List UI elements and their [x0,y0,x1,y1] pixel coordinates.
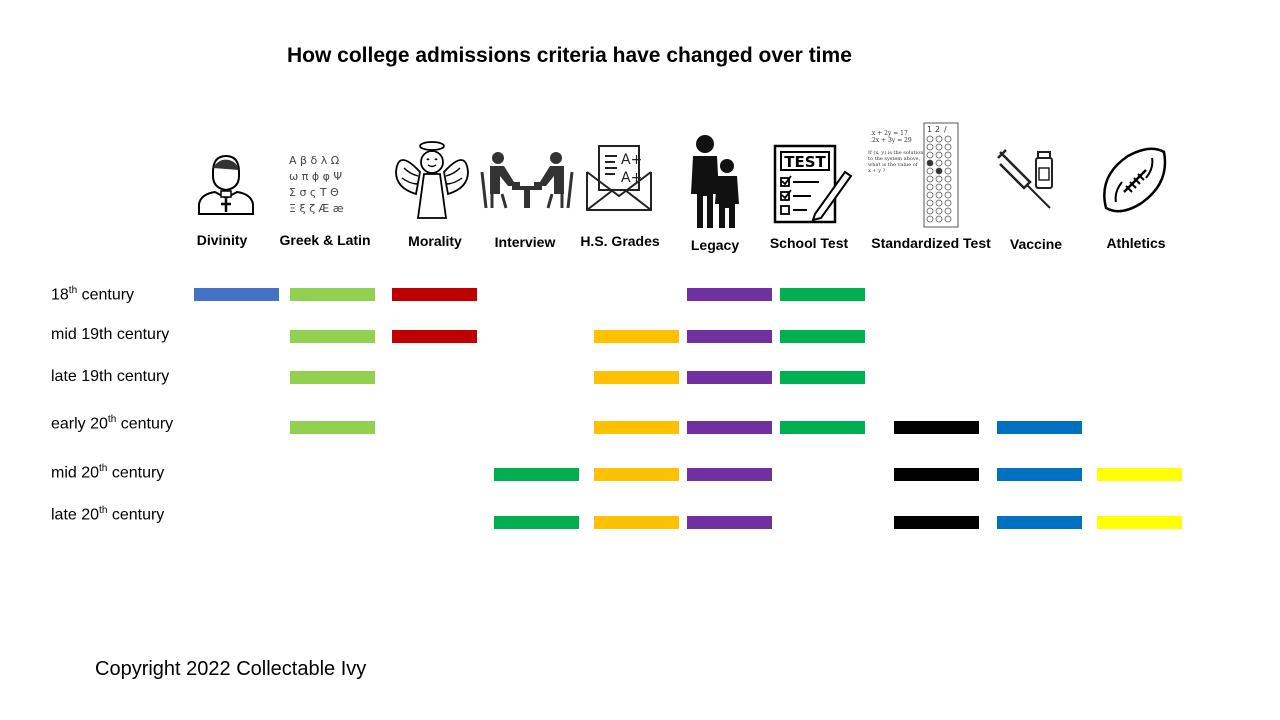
test-paper-icon: TEST [773,144,853,224]
bar-legacy-row-2 [687,330,772,343]
svg-text:x + y ?: x + y ? [868,168,886,174]
svg-text:ω π ϕ φ Ψ: ω π ϕ φ Ψ [289,170,342,183]
svg-text:TEST: TEST [784,153,826,171]
bar-morality-row-1 [392,288,477,301]
col-label-morality: Morality [408,233,462,249]
bar-h-s-grades-row-5 [594,468,679,481]
priest-icon [198,154,254,215]
svg-text:what is the value of: what is the value of [868,162,919,168]
bar-athletics-row-6 [1097,516,1182,529]
bar-h-s-grades-row-3 [594,371,679,384]
bar-h-s-grades-row-4 [594,421,679,434]
bar-athletics-row-5 [1097,468,1182,481]
copyright-notice: Copyright 2022 Collectable Ivy [95,658,367,680]
bar-interview-row-6 [494,516,579,529]
bar-vaccine-row-6 [997,516,1082,529]
bubble-sheet-icon: .x + 2y = 17 .2x + 3y = 29 If (x, y) is … [868,122,959,228]
bar-vaccine-row-5 [997,468,1082,481]
row-label-mid-20th-century: mid 20th century [51,463,165,482]
row-label-early-20th-century: early 20th century [51,414,174,433]
svg-text:to the system above,: to the system above, [868,156,921,162]
parent-child-icon [691,135,739,228]
bar-greek-latin-row-3 [290,371,375,384]
bar-h-s-grades-row-6 [594,516,679,529]
row-label-late-20th-century: late 20th century [51,505,165,524]
svg-text:A+: A+ [621,152,642,168]
row-label-mid-19th-century: mid 19th century [51,326,170,343]
bar-morality-row-2 [392,330,477,343]
svg-text:/: / [944,125,947,134]
bar-legacy-row-5 [687,468,772,481]
football-icon [1103,147,1167,213]
bar-h-s-grades-row-2 [594,330,679,343]
bar-legacy-row-4 [687,421,772,434]
bar-school-test-row-2 [780,330,865,343]
col-label-interview: Interview [494,234,556,250]
bar-legacy-row-1 [687,288,772,301]
bar-divinity-row-1 [194,288,279,301]
bar-standardized-test-row-5 [894,468,979,481]
col-label-school-test: School Test [769,235,849,251]
svg-text:2: 2 [935,125,940,134]
row-label-18th-century: 18th century [51,285,135,304]
col-label-greek-latin: Greek & Latin [279,232,371,248]
svg-text:A+: A+ [621,170,642,186]
svg-text:Ξ ξ ζ Æ æ: Ξ ξ ζ Æ æ [289,202,344,215]
col-label-vaccine: Vaccine [1009,236,1063,252]
svg-text:Σ σ ς Τ Θ: Σ σ ς Τ Θ [289,186,339,199]
col-label-standardized-test: Standardized Test [871,235,991,251]
bar-standardized-test-row-6 [894,516,979,529]
bar-greek-latin-row-1 [290,288,375,301]
bar-greek-latin-row-4 [290,421,375,434]
row-label-late-19th-century: late 19th century [51,368,170,385]
angel-icon [395,141,469,219]
vaccine-icon [997,149,1053,209]
svg-text:.x + 2y = 17: .x + 2y = 17 [870,130,908,137]
bar-legacy-row-6 [687,516,772,529]
svg-text:1: 1 [927,125,932,134]
bar-standardized-test-row-4 [894,421,979,434]
bar-interview-row-5 [494,468,579,481]
col-label-legacy: Legacy [690,237,740,253]
col-label-divinity: Divinity [196,232,248,248]
col-label-hs-grades: H.S. Grades [580,233,660,249]
greek-letters-icon: Α β δ λ Ω ω π ϕ φ Ψ Σ σ ς Τ Θ Ξ ξ ζ Æ æ [289,154,344,215]
bar-legacy-row-3 [687,371,772,384]
diagram-title: How college admissions criteria have cha… [287,44,852,67]
bar-school-test-row-1 [780,288,865,301]
interview-icon [480,152,574,209]
bar-school-test-row-3 [780,371,865,384]
svg-text:.2x + 3y = 29: .2x + 3y = 29 [870,137,912,144]
bar-school-test-row-4 [780,421,865,434]
bar-greek-latin-row-2 [290,330,375,343]
col-label-athletics: Athletics [1106,235,1166,251]
svg-text:If (x, y) is the solution: If (x, y) is the solution [868,149,924,156]
svg-text:Α β δ λ Ω: Α β δ λ Ω [289,154,339,167]
bar-vaccine-row-4 [997,421,1082,434]
grades-envelope-icon: A+ A+ [586,145,652,211]
